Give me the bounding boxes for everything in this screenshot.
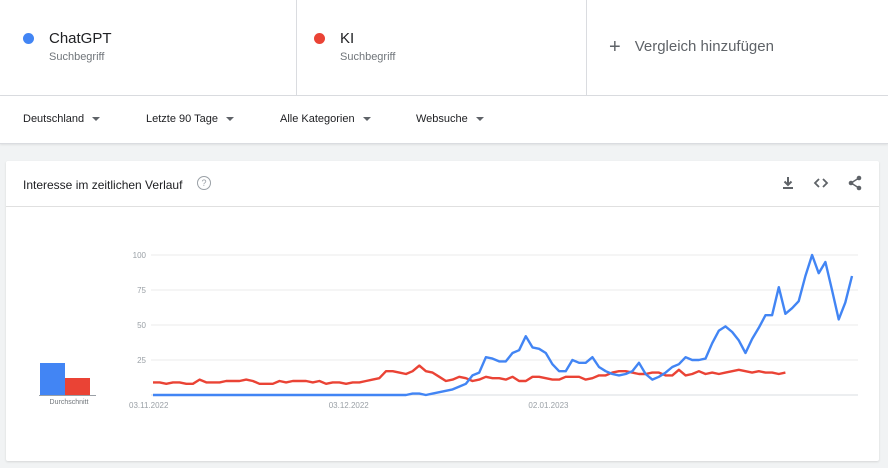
- download-icon[interactable]: [779, 174, 797, 192]
- term-chatgpt[interactable]: ChatGPT Suchbegriff: [0, 0, 297, 95]
- chevron-down-icon: [362, 117, 371, 121]
- add-comparison[interactable]: + Vergleich hinzufügen: [609, 35, 774, 58]
- term-name[interactable]: KI: [340, 30, 355, 47]
- filter-bar: Deutschland Letzte 90 Tage Alle Kategori…: [0, 96, 888, 144]
- line-chart[interactable]: 25 50 75 100 03.11.2022 03.12.2022 02.01.2023: [6, 206, 879, 461]
- series-line-chatgpt[interactable]: [153, 253, 854, 397]
- region-label: Deutschland: [23, 113, 85, 125]
- chart-series: [153, 253, 854, 397]
- term-ki[interactable]: KI Suchbegriff: [297, 0, 587, 95]
- series-color-dot: [23, 33, 34, 44]
- x-tick-label: 03.11.2022: [129, 401, 169, 410]
- y-tick-label: 50: [137, 321, 146, 330]
- plus-icon: +: [609, 35, 621, 58]
- chevron-down-icon: [92, 117, 101, 121]
- interest-over-time-card: Interesse im zeitlichen Verlauf ? Durchs…: [6, 161, 879, 461]
- time-range-label: Letzte 90 Tage: [146, 113, 218, 125]
- term-name[interactable]: ChatGPT: [49, 30, 112, 47]
- search-type-label: Websuche: [416, 113, 468, 125]
- card-title: Interesse im zeitlichen Verlauf: [23, 178, 183, 192]
- term-type-label: Suchbegriff: [49, 51, 105, 63]
- term-type-label: Suchbegriff: [340, 51, 396, 63]
- chart-grid: [151, 254, 858, 396]
- card-header: Interesse im zeitlichen Verlauf ?: [6, 161, 879, 207]
- chevron-down-icon: [225, 117, 234, 121]
- y-tick-label: 25: [137, 356, 146, 365]
- add-comparison-button[interactable]: + Vergleich hinzufügen: [587, 0, 888, 95]
- category-label: Alle Kategorien: [280, 113, 355, 125]
- y-tick-label: 100: [133, 251, 147, 260]
- y-tick-label: 75: [137, 286, 146, 295]
- time-range-dropdown[interactable]: Letzte 90 Tage: [146, 113, 234, 125]
- y-axis-ticks: 25 50 75 100: [133, 251, 147, 365]
- series-color-dot: [314, 33, 325, 44]
- x-axis-ticks: 03.11.2022 03.12.2022 02.01.2023: [129, 401, 569, 410]
- chevron-down-icon: [475, 117, 484, 121]
- x-tick-label: 03.12.2022: [329, 401, 370, 410]
- category-dropdown[interactable]: Alle Kategorien: [280, 113, 371, 125]
- average-label: Durchschnitt: [49, 399, 89, 406]
- share-icon[interactable]: [846, 174, 864, 192]
- region-dropdown[interactable]: Deutschland: [23, 113, 101, 125]
- search-type-dropdown[interactable]: Websuche: [416, 113, 484, 125]
- help-icon[interactable]: ?: [197, 176, 211, 190]
- average-axis: [39, 395, 96, 396]
- average-bar-chatgpt: [40, 362, 65, 395]
- average-bar-ki: [65, 378, 90, 395]
- search-terms-bar: ChatGPT Suchbegriff KI Suchbegriff + Ver…: [0, 0, 888, 96]
- x-tick-label: 02.01.2023: [528, 401, 569, 410]
- embed-icon[interactable]: [812, 174, 830, 192]
- add-comparison-label: Vergleich hinzufügen: [634, 38, 774, 55]
